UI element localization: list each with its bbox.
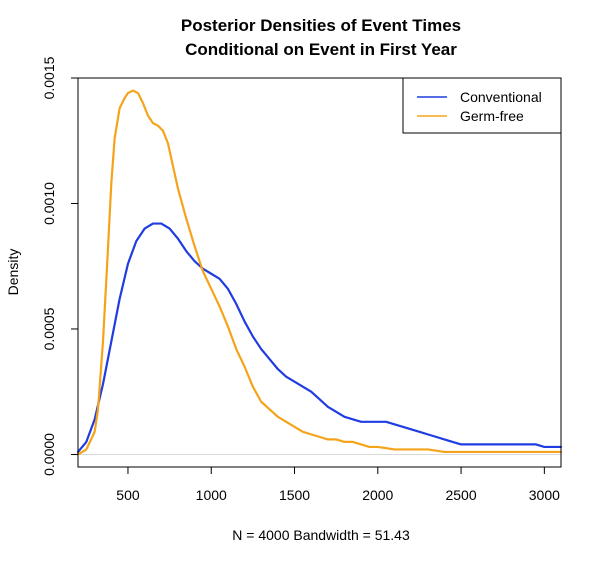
chart-subtitle: Conditional on Event in First Year — [185, 40, 457, 59]
legend-box — [402, 77, 562, 134]
plot-frame — [77, 77, 562, 468]
legend-label: Germ-free — [460, 108, 524, 124]
legend-label: Conventional — [460, 89, 542, 105]
x-tick-label: 2000 — [362, 487, 393, 503]
y-tick-label: 0.0005 — [41, 307, 57, 350]
x-tick-label: 1500 — [279, 487, 310, 503]
series-line-germ-free — [76, 89, 563, 456]
x-tick-label: 500 — [116, 487, 140, 503]
x-tick-label: 3000 — [529, 487, 560, 503]
x-tick-label: 1000 — [196, 487, 227, 503]
y-tick-label: 0.0000 — [41, 433, 57, 476]
x-tick-label: 2500 — [445, 487, 476, 503]
y-tick-label: 0.0015 — [41, 56, 57, 99]
y-axis-label: Density — [5, 249, 21, 296]
plot-area: 500 1000 1500 2000 2500 3000 0.0000 0.0005 0.001… — [41, 56, 563, 503]
series-line-conventional — [76, 222, 563, 454]
chart-title: Posterior Densities of Event Times — [181, 16, 461, 35]
y-tick-label: 0.0010 — [41, 182, 57, 225]
x-axis-label: N = 4000 Bandwidth = 51.43 — [232, 527, 410, 543]
